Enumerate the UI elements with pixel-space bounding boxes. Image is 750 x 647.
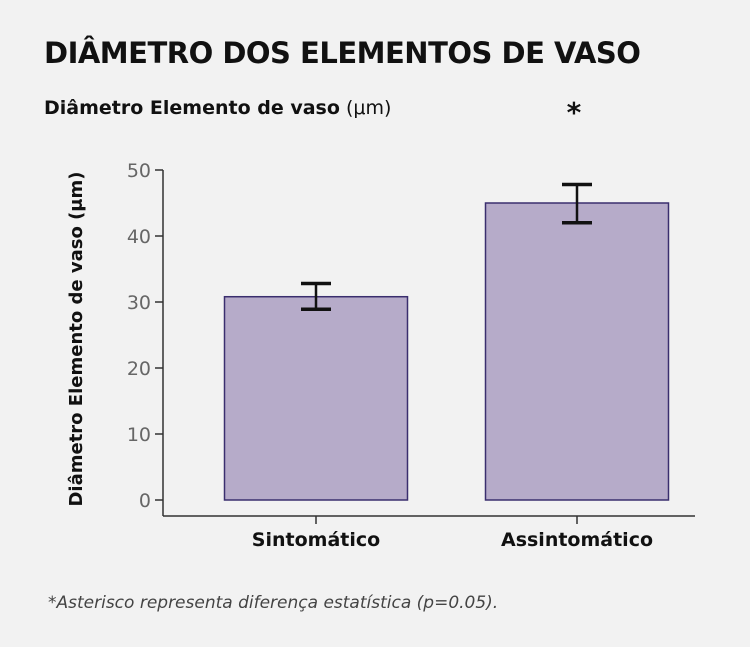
y-tick-label: 50 — [127, 160, 151, 182]
subtitle-unit: (μm) — [345, 97, 392, 119]
significance-asterisk: * — [567, 96, 582, 129]
y-tick-label: 10 — [127, 424, 151, 446]
y-tick-label: 30 — [127, 292, 151, 314]
chart-subtitle: Diâmetro Elemento de vaso (μm) — [44, 97, 391, 119]
subtitle-label: Diâmetro Elemento de vaso — [44, 97, 340, 119]
y-tick-label: 40 — [127, 226, 151, 248]
y-tick-label: 20 — [127, 358, 151, 380]
bar — [484, 202, 670, 501]
chart-title: DIÂMETRO DOS ELEMENTOS DE VASO — [44, 36, 641, 70]
x-tick-label: Sintomático — [252, 529, 380, 551]
x-tick-label: Assintomático — [501, 529, 653, 551]
bar — [223, 295, 409, 501]
footnote: *Asterisco representa diferença estatíst… — [48, 593, 499, 613]
y-axis-label: Diâmetro Elemento de vaso (μm) — [66, 171, 87, 506]
y-tick-label: 0 — [139, 490, 151, 512]
